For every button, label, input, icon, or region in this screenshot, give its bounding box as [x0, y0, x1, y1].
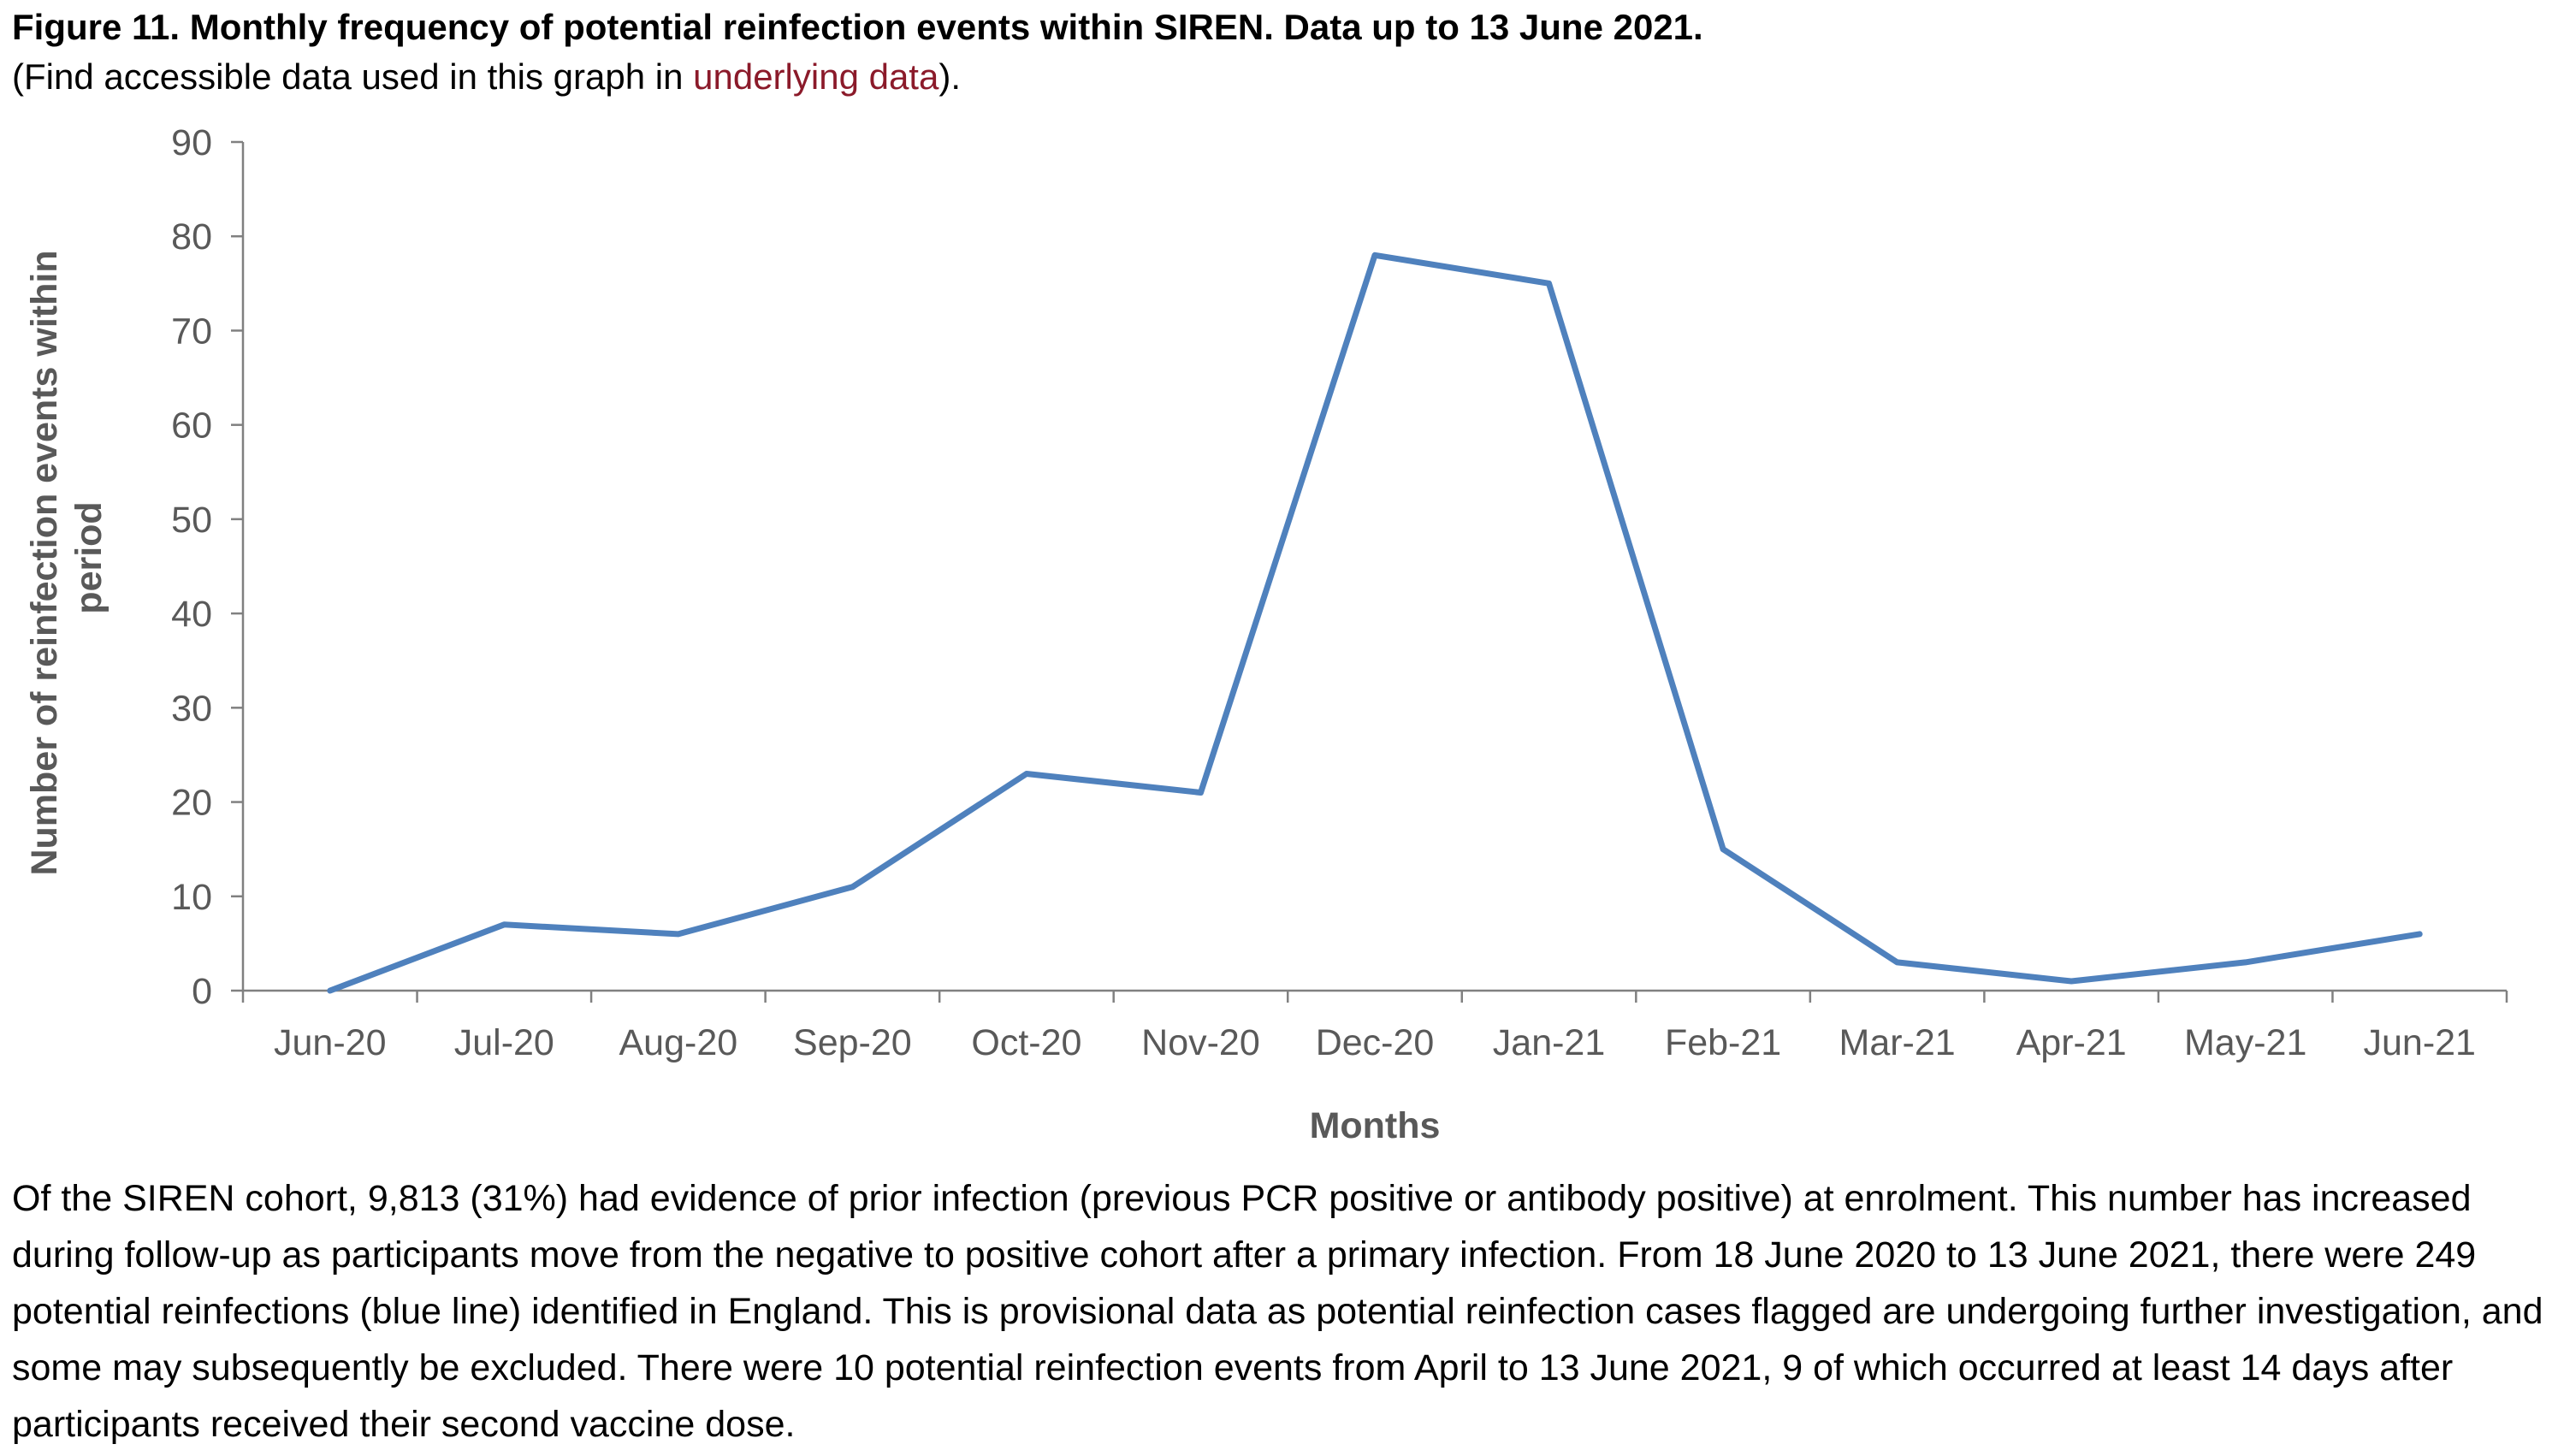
x-tick-label: Oct-20 — [971, 1022, 1081, 1063]
figure-subtitle: (Find accessible data used in this graph… — [12, 55, 961, 99]
x-tick-label: Jun-21 — [2363, 1022, 2475, 1063]
y-axis-title-line-1: Number of reinfection events within — [24, 250, 65, 875]
x-axis: Jun-20 Jul-20 Aug-20 Sep-20 Oct-20 Nov-20 Dec-… — [241, 989, 2508, 1063]
y-axis-title-line-2: period — [68, 501, 110, 613]
x-tick-label: Jan-21 — [1493, 1022, 1605, 1063]
x-tick-label: Aug-20 — [619, 1022, 738, 1063]
y-axis: 0 10 20 30 40 50 60 70 80 90 — [171, 122, 245, 1012]
y-tick-label: 20 — [171, 783, 212, 824]
x-tick-label: Jul-20 — [454, 1022, 554, 1063]
x-tick-label: Jun-20 — [274, 1022, 386, 1063]
y-tick-label: 30 — [171, 688, 212, 729]
figure-title: Figure 11. Monthly frequency of potentia… — [12, 7, 1703, 47]
reinfection-line-chart: 0 10 20 30 40 50 60 70 80 90 Jun-20 Jul-20 Aug-20 Se… — [24, 122, 2508, 1146]
y-tick-label: 50 — [171, 500, 212, 541]
series-layer — [327, 252, 2423, 994]
x-tick-label: Sep-20 — [793, 1022, 912, 1063]
x-tick-label: Dec-20 — [1316, 1022, 1435, 1063]
x-tick-label: Nov-20 — [1141, 1022, 1260, 1063]
x-tick-label: May-21 — [2184, 1022, 2306, 1063]
x-tick-label: Apr-21 — [2016, 1022, 2127, 1063]
y-tick-label: 60 — [171, 405, 212, 447]
y-tick-label: 0 — [192, 971, 212, 1012]
underlying-data-link[interactable]: underlying data — [693, 56, 939, 97]
x-tick-label: Mar-21 — [1839, 1022, 1956, 1063]
y-tick-label: 70 — [171, 311, 212, 352]
series-line — [327, 252, 2423, 994]
y-tick-label: 40 — [171, 594, 212, 635]
y-tick-label: 10 — [171, 877, 212, 918]
y-tick-label: 80 — [171, 216, 212, 257]
x-axis-title: Months — [1310, 1105, 1441, 1146]
y-axis-title: Number of reinfection events within peri… — [24, 240, 110, 875]
body-paragraph: Of the SIREN cohort, 9,813 (31%) had evi… — [12, 1178, 2543, 1445]
subtitle-suffix: ). — [939, 56, 961, 97]
x-tick-label: Feb-21 — [1665, 1022, 1781, 1063]
y-tick-label: 90 — [171, 122, 212, 163]
subtitle-prefix: (Find accessible data used in this graph… — [12, 56, 694, 97]
